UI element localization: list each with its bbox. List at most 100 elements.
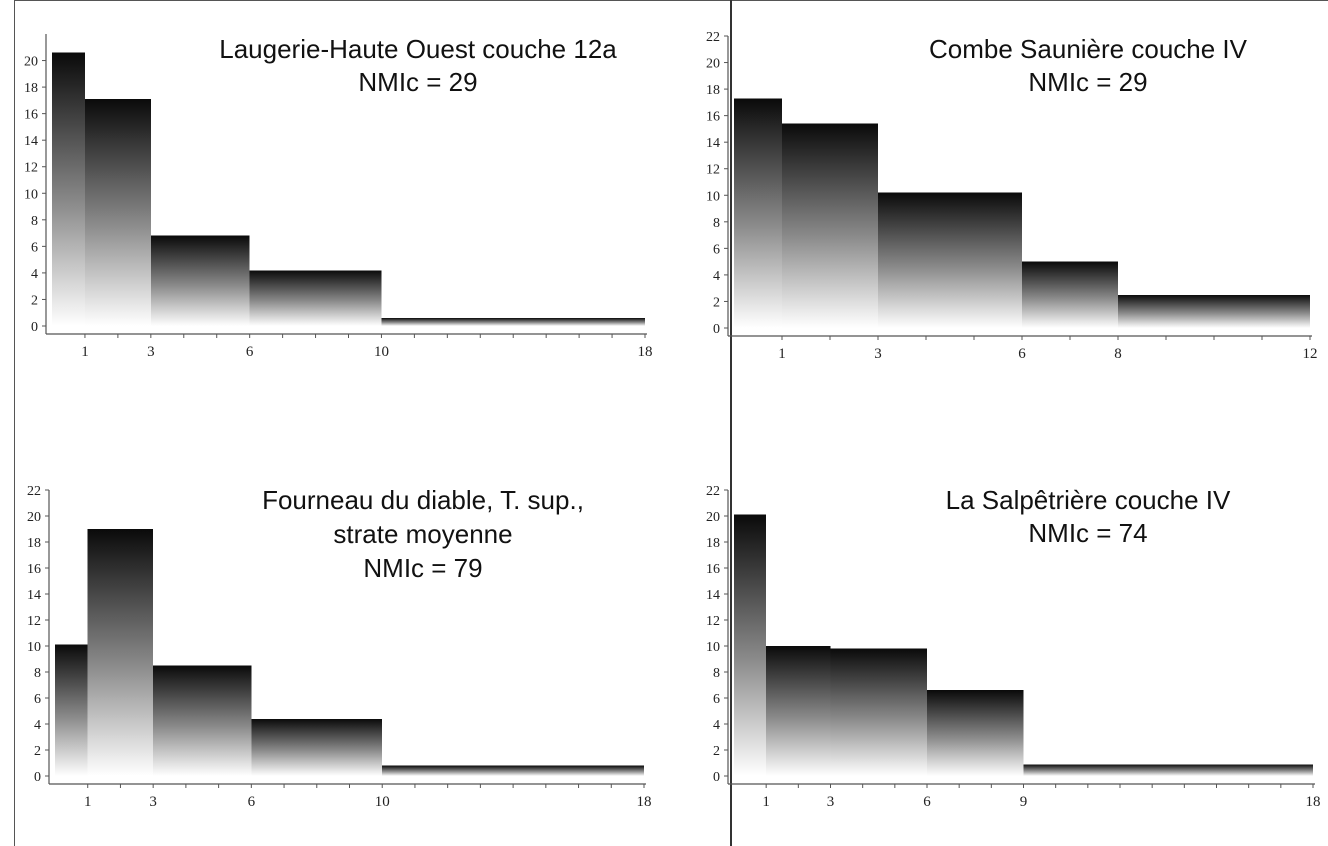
panel-3: Fourneau du diable, T. sup., strate moyen… — [27, 484, 652, 810]
y-tick-label: 2 — [31, 293, 38, 308]
y-tick-label: 6 — [34, 692, 41, 707]
bar — [927, 690, 1024, 776]
x-tick-label: 1 — [778, 346, 786, 362]
x-tick-label: 10 — [375, 794, 390, 810]
y-tick-label: 16 — [24, 108, 38, 123]
x-tick-label: 18 — [1306, 794, 1321, 810]
y-tick-label: 4 — [713, 718, 720, 733]
panel-title: Fourneau du diable, T. sup., strate moyen… — [262, 485, 584, 583]
panel-divider — [730, 0, 732, 846]
bar — [153, 665, 252, 776]
x-tick-label: 18 — [637, 794, 652, 810]
x-tick-label: 9 — [1020, 794, 1028, 810]
y-tick-label: 16 — [27, 562, 41, 577]
y-tick-label: 12 — [27, 614, 41, 629]
bar — [249, 270, 382, 326]
y-tick-label: 10 — [27, 640, 41, 655]
bar — [830, 648, 927, 776]
x-tick-label: 3 — [874, 346, 882, 362]
y-tick-label: 8 — [34, 666, 41, 681]
bar — [766, 646, 831, 776]
bar — [1022, 261, 1118, 328]
y-tick-label: 22 — [706, 30, 720, 45]
y-tick-label: 20 — [24, 55, 38, 70]
y-tick-label: 16 — [706, 562, 720, 577]
y-tick-label: 2 — [713, 295, 720, 310]
panel-title-line: Combe Saunière couche IV — [929, 34, 1248, 64]
bar — [55, 644, 88, 776]
x-tick-label: 1 — [762, 794, 770, 810]
y-tick-label: 4 — [34, 718, 41, 733]
y-tick-label: 18 — [706, 83, 720, 98]
y-tick-label: 12 — [24, 161, 38, 176]
panel-title-line: Fourneau du diable, T. sup., — [262, 485, 584, 515]
y-tick-label: 2 — [34, 744, 41, 759]
y-tick-label: 22 — [27, 484, 41, 499]
bar — [782, 123, 878, 328]
x-tick-label: 10 — [374, 344, 389, 360]
panel-title-line: strate moyenne — [333, 519, 512, 549]
bar — [84, 99, 151, 326]
x-tick-label: 18 — [638, 344, 653, 360]
panel-title-line: NMIc = 29 — [1028, 67, 1147, 97]
bar — [734, 514, 767, 776]
y-tick-label: 14 — [24, 134, 38, 149]
frame-top-border — [14, 0, 1328, 1]
y-tick-label: 22 — [706, 484, 720, 499]
bar — [150, 235, 250, 326]
y-tick-label: 0 — [713, 322, 720, 337]
y-tick-label: 0 — [31, 320, 38, 335]
y-tick-label: 10 — [24, 187, 38, 202]
y-tick-label: 6 — [713, 242, 720, 257]
y-tick-label: 10 — [706, 189, 720, 204]
x-tick-label: 3 — [147, 344, 155, 360]
bar — [734, 98, 782, 328]
x-tick-label: 6 — [923, 794, 931, 810]
y-tick-label: 20 — [27, 510, 41, 525]
panel-title-line: La Salpêtrière couche IV — [946, 485, 1231, 515]
y-tick-label: 8 — [713, 216, 720, 231]
x-tick-label: 1 — [81, 344, 89, 360]
y-tick-label: 0 — [34, 770, 41, 785]
panel-title-line: NMIc = 74 — [1028, 518, 1147, 548]
y-tick-label: 16 — [706, 110, 720, 125]
x-tick-label: 6 — [246, 344, 254, 360]
y-tick-label: 14 — [706, 588, 720, 603]
x-tick-label: 3 — [827, 794, 835, 810]
y-tick-label: 10 — [706, 640, 720, 655]
x-tick-label: 12 — [1303, 346, 1318, 362]
panel-title-line: Laugerie-Haute Ouest couche 12a — [219, 34, 617, 64]
y-tick-label: 2 — [713, 744, 720, 759]
y-tick-label: 14 — [706, 136, 720, 151]
bar — [1023, 764, 1313, 776]
x-tick-label: 6 — [1018, 346, 1026, 362]
x-tick-label: 1 — [84, 794, 92, 810]
panel-title-line: NMIc = 79 — [363, 553, 482, 583]
bar — [878, 192, 1022, 328]
bar — [1118, 294, 1310, 328]
y-tick-label: 12 — [706, 614, 720, 629]
bar — [251, 718, 383, 776]
x-tick-label: 3 — [149, 794, 157, 810]
y-tick-label: 14 — [27, 588, 41, 603]
y-tick-label: 20 — [706, 510, 720, 525]
y-tick-label: 6 — [31, 240, 38, 255]
x-tick-label: 8 — [1114, 346, 1122, 362]
bar — [381, 318, 645, 326]
y-tick-label: 4 — [31, 267, 38, 282]
y-tick-label: 4 — [713, 269, 720, 284]
y-tick-label: 8 — [713, 666, 720, 681]
bar — [52, 52, 85, 326]
bar — [87, 529, 154, 776]
y-tick-label: 20 — [706, 57, 720, 72]
frame-left-border — [14, 0, 15, 846]
y-tick-label: 18 — [27, 536, 41, 551]
bar — [382, 765, 644, 776]
